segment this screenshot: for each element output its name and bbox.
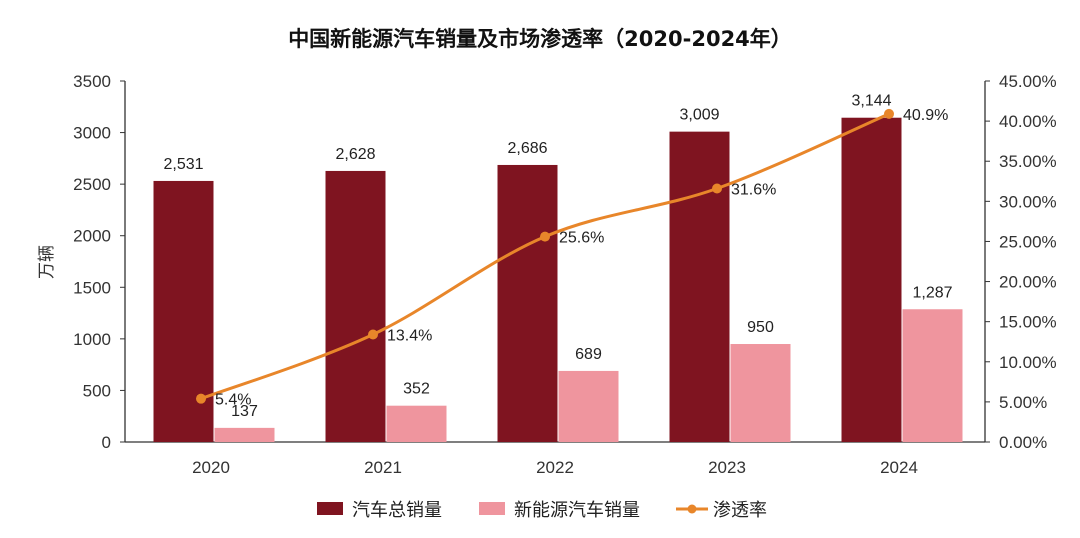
nev-sales-bar-2021 xyxy=(386,405,447,442)
total-sales-label-2024: 3,144 xyxy=(851,93,891,110)
penetration-rate-point-2022 xyxy=(540,231,550,242)
y2-tick-label: 10.00% xyxy=(999,353,1057,372)
total-sales-bar-2024 xyxy=(841,117,902,442)
penetration-rate-label-2023: 31.6% xyxy=(731,181,776,198)
chart-title: 中国新能源汽车销量及市场渗透率（2020-2024年） xyxy=(288,27,792,51)
total-sales-bar-2021 xyxy=(325,170,386,443)
legend-swatch-1 xyxy=(479,502,505,515)
nev-sales-bar-2020 xyxy=(214,427,275,442)
nev-sales-bar-2022 xyxy=(558,370,619,442)
y-tick-label: 500 xyxy=(83,381,111,400)
legend-marker xyxy=(687,504,697,514)
total-sales-label-2022: 2,686 xyxy=(507,140,547,157)
y-axis-title: 万辆 xyxy=(37,245,57,279)
penetration-rate-point-2023 xyxy=(712,183,722,194)
y-tick-label: 3000 xyxy=(73,124,111,143)
legend: 汽车总销量 新能源汽车销量 渗透率 xyxy=(317,500,767,521)
total-sales-label-2023: 3,009 xyxy=(679,107,719,124)
penetration-rate-label-2021: 13.4% xyxy=(387,328,432,345)
y2-tick-label: 0.00% xyxy=(999,433,1047,452)
penetration-rate-label-2020: 5.4% xyxy=(215,392,251,409)
y-tick-label: 2500 xyxy=(73,175,111,194)
y2-tick-label: 40.00% xyxy=(999,112,1057,131)
total-sales-bar-2022 xyxy=(497,164,558,442)
axes-group: 0 500 1000 1500 2000 2500 3000 3500 0.00% 5.00% 10… xyxy=(73,72,1057,477)
total-sales-bar-2020 xyxy=(153,180,214,442)
y2-tick-label: 45.00% xyxy=(999,72,1057,91)
nev-sales-bar-2024 xyxy=(902,309,963,442)
penetration-rate-point-2021 xyxy=(368,329,378,340)
legend-label-1: 新能源汽车销量 xyxy=(514,500,640,521)
legend-swatch-0 xyxy=(317,502,343,515)
legend-label-2: 渗透率 xyxy=(713,500,767,521)
y-tick-label: 1500 xyxy=(73,278,111,297)
total-sales-label-2020: 2,531 xyxy=(163,156,203,173)
y2-tick-label: 20.00% xyxy=(999,273,1057,292)
nev-sales-label-2024: 1,287 xyxy=(912,284,952,301)
nev-sales-label-2023: 950 xyxy=(747,319,774,336)
legend-label-0: 汽车总销量 xyxy=(352,500,442,521)
nev-sales-label-2021: 352 xyxy=(403,381,430,398)
y2-tick-label: 15.00% xyxy=(999,313,1057,332)
y2-tick-label: 25.00% xyxy=(999,232,1057,251)
penetration-rate-label-2022: 25.6% xyxy=(559,230,604,247)
penetration-rate-point-2020 xyxy=(196,393,206,404)
penetration-rate-label-2024: 40.9% xyxy=(903,107,948,124)
line-group xyxy=(196,108,894,404)
x-tick-label: 2024 xyxy=(880,458,918,477)
bars-group xyxy=(153,117,963,443)
y2-tick-label: 35.00% xyxy=(999,152,1057,171)
total-sales-bar-2023 xyxy=(669,131,730,443)
y2-tick-label: 30.00% xyxy=(999,192,1057,211)
y-tick-label: 2000 xyxy=(73,227,111,246)
nev-sales-label-2022: 689 xyxy=(575,346,602,363)
nev-sales-label-2020: 137 xyxy=(231,403,258,420)
total-sales-label-2021: 2,628 xyxy=(335,146,375,163)
penetration-rate-point-2024 xyxy=(884,108,894,119)
y-tick-label: 1000 xyxy=(73,330,111,349)
x-tick-label: 2020 xyxy=(192,458,230,477)
data-labels-group: 2,531 2,628 2,686 3,009 3,144 137 352 689 950 1,2… xyxy=(163,93,952,420)
x-tick-label: 2021 xyxy=(364,458,402,477)
y2-tick-label: 5.00% xyxy=(999,393,1047,412)
x-tick-label: 2023 xyxy=(708,458,746,477)
y-tick-label: 3500 xyxy=(73,72,111,91)
y-tick-label: 0 xyxy=(102,433,111,452)
nev-sales-bar-2023 xyxy=(730,344,791,442)
x-tick-label: 2022 xyxy=(536,458,574,477)
